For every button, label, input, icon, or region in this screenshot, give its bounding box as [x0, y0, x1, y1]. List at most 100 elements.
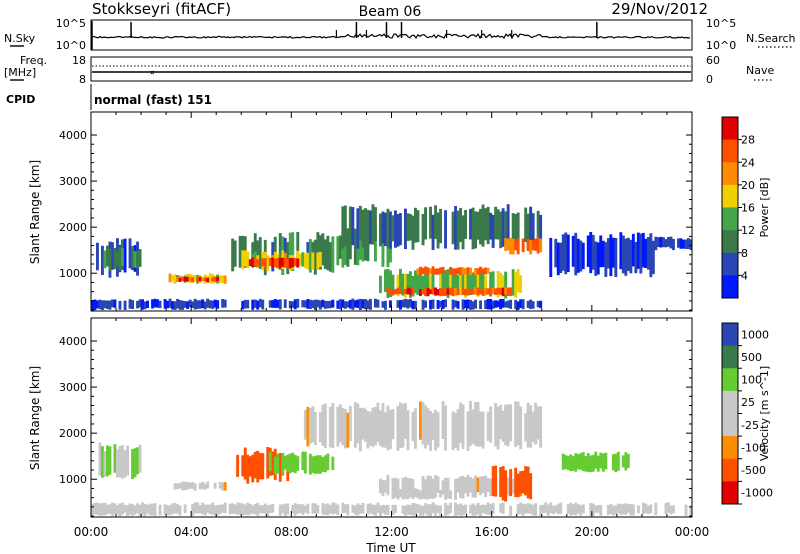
velocity-cell [331, 456, 335, 471]
velocity-cell [604, 452, 608, 470]
velocity-cell [221, 504, 225, 513]
velocity-cell [346, 412, 350, 448]
power-cell [106, 300, 109, 309]
power-cell [441, 266, 445, 274]
power-cell [243, 250, 247, 267]
velocity-cell [176, 483, 179, 489]
power-cell [276, 299, 280, 308]
velocity-cell [459, 476, 462, 495]
velocity-cell [384, 505, 387, 515]
velocity-region-3 [268, 451, 335, 475]
power-cell [454, 268, 457, 275]
velocity-cell [436, 505, 440, 514]
power-cell [358, 298, 362, 310]
power-cell [181, 300, 185, 310]
power-cell [406, 287, 410, 295]
power-cell [399, 268, 402, 294]
velocity-cell [356, 503, 360, 516]
power-cell [213, 276, 217, 282]
power-cell [526, 300, 530, 308]
velocity-cell [376, 402, 380, 443]
velocity-cell [454, 412, 457, 448]
power-cell [481, 271, 485, 292]
power-cell [586, 235, 590, 267]
power-cell [499, 288, 503, 295]
velocity-cell [569, 502, 573, 516]
velocity-cell [374, 504, 377, 516]
velocity-cell [461, 488, 465, 499]
velocity-cell [689, 505, 693, 516]
velocity-cell [248, 503, 252, 515]
power-cell [223, 275, 227, 284]
power-cell [128, 238, 132, 269]
velocity-cell [371, 504, 375, 515]
velocity-cell [549, 502, 553, 514]
power-cell [136, 251, 139, 269]
velocity-cell [426, 408, 430, 446]
power-cell [481, 289, 485, 296]
power-cell [101, 245, 104, 275]
velocity-cell [579, 453, 583, 470]
colorbar-tick-label: 12 [741, 224, 755, 237]
velocity-cell [136, 447, 139, 475]
velocity-cell [381, 479, 385, 496]
velocity-cell [113, 444, 117, 473]
velocity-cell [439, 505, 442, 516]
velocity-cell [556, 503, 560, 515]
velocity-cell [166, 505, 169, 515]
power-cell [634, 241, 638, 274]
velocity-cell [454, 478, 457, 496]
power-cell [246, 299, 250, 309]
power-cell [328, 242, 332, 272]
power-cell [183, 277, 187, 282]
velocity-cell [404, 489, 407, 500]
velocity-cell [191, 504, 195, 516]
velocity-cell [446, 505, 450, 515]
velocity-cell [101, 502, 104, 516]
velocity-cell [591, 454, 595, 472]
velocity-cell [198, 483, 202, 490]
power-cell [516, 301, 520, 310]
velocity-cell [476, 502, 480, 515]
power-heatmap [91, 204, 693, 311]
date-title: 29/Nov/2012 [611, 0, 708, 18]
velocity-cell [228, 503, 232, 515]
power-cell [464, 299, 467, 309]
velocity-cell [366, 411, 370, 449]
colorbar-swatch [722, 275, 738, 299]
velocity-cell [343, 504, 347, 513]
power-cell [96, 242, 99, 271]
power-cell [656, 237, 660, 247]
velocity-cell [333, 503, 337, 514]
velocity-cell [273, 456, 277, 475]
power-cell [519, 299, 523, 308]
velocity-cell [176, 504, 179, 514]
velocity-cell [466, 411, 470, 451]
velocity-cell [303, 410, 307, 440]
velocity-cell [323, 504, 327, 515]
power-cell [188, 276, 192, 281]
power-cell [389, 270, 392, 297]
power-cell [429, 300, 432, 310]
velocity-cell [111, 502, 114, 516]
power-cell [444, 288, 447, 296]
velocity-cell [396, 490, 400, 500]
velocity-cell [534, 402, 538, 445]
velocity-cell [479, 476, 482, 496]
power-cell [113, 247, 117, 270]
power-cell [361, 234, 365, 262]
velocity-cell [631, 504, 635, 516]
velocity-cell [501, 410, 505, 442]
cpid-label: CPID [6, 93, 35, 106]
velocity-cell [441, 401, 445, 439]
power-cell [338, 235, 342, 259]
power-cell [371, 204, 375, 245]
power-cell [511, 269, 515, 296]
velocity-cell [581, 504, 585, 514]
velocity-cell [133, 505, 137, 515]
power-cell [451, 299, 455, 310]
power-cell [469, 289, 472, 295]
velocity-cell [394, 488, 397, 498]
power-cell [471, 207, 475, 250]
velocity-cell [258, 452, 262, 480]
